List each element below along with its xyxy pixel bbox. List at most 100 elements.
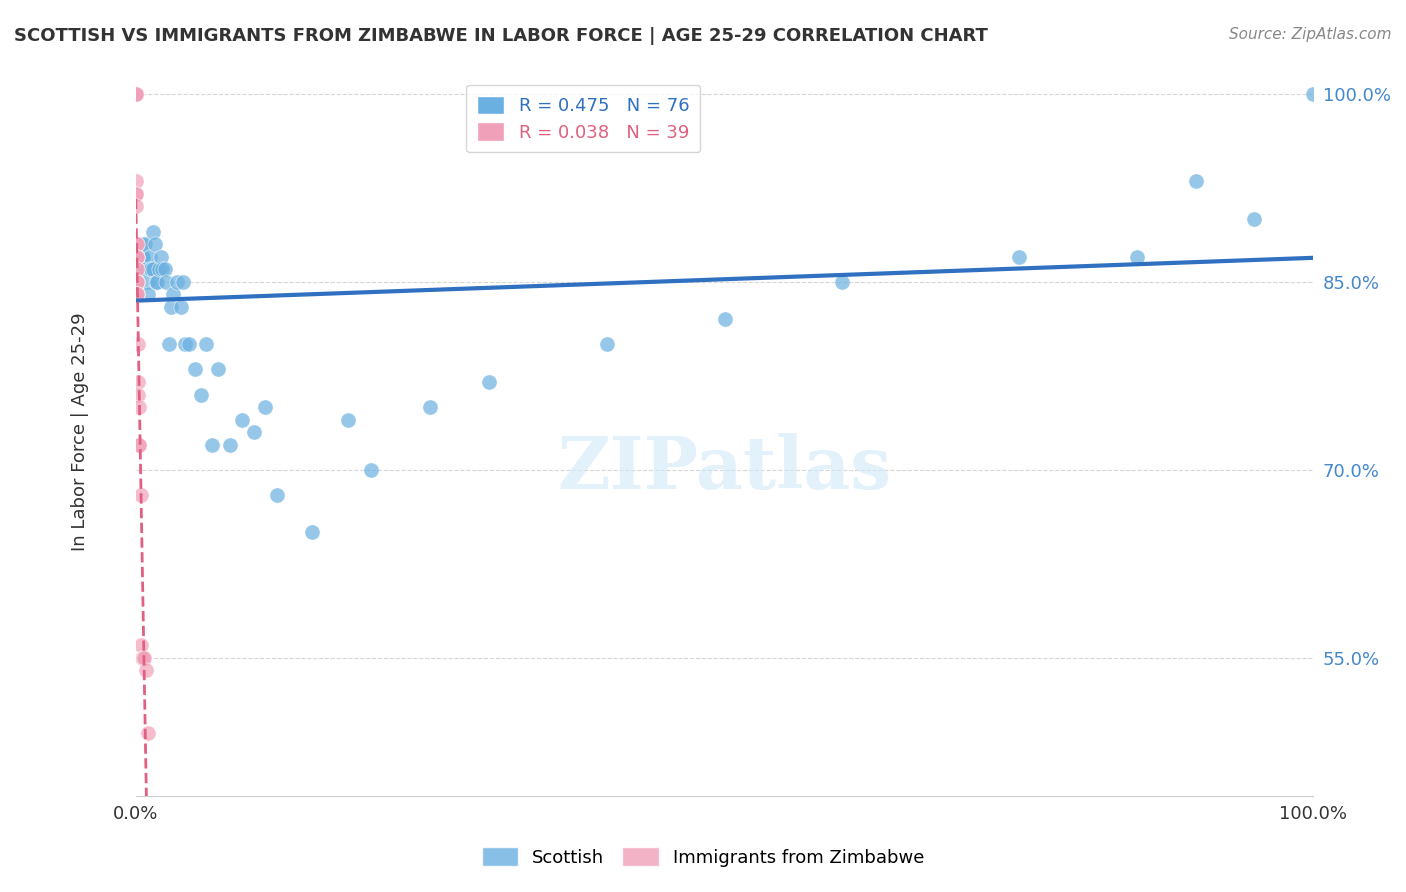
Point [125, 87, 148, 101]
Point [139, 262, 162, 277]
Point [207, 362, 229, 376]
Point [136, 275, 159, 289]
Point [1184, 174, 1206, 188]
Point [128, 250, 150, 264]
Point [266, 488, 288, 502]
Point [125, 275, 148, 289]
Point [125, 250, 148, 264]
Point [127, 387, 149, 401]
Point [136, 726, 159, 740]
Point [596, 337, 619, 351]
Point [134, 262, 156, 277]
Point [131, 250, 153, 264]
Point [136, 287, 159, 301]
Point [1243, 211, 1265, 226]
Point [127, 237, 149, 252]
Text: Source: ZipAtlas.com: Source: ZipAtlas.com [1229, 27, 1392, 42]
Point [139, 262, 162, 277]
Point [125, 275, 148, 289]
Point [127, 337, 149, 351]
Point [134, 237, 156, 252]
Point [128, 262, 150, 277]
Point [127, 262, 149, 277]
Point [201, 438, 224, 452]
Point [125, 87, 148, 101]
Point [131, 250, 153, 264]
Point [142, 225, 165, 239]
Point [132, 650, 155, 665]
Point [139, 250, 162, 264]
Point [125, 250, 148, 264]
Point [125, 250, 148, 264]
Point [195, 337, 218, 351]
Point [128, 438, 150, 452]
Text: ZIPatlas: ZIPatlas [557, 433, 891, 504]
Point [125, 262, 148, 277]
Point [1125, 250, 1147, 264]
Point [125, 237, 148, 252]
Point [125, 250, 148, 264]
Point [125, 174, 148, 188]
Point [231, 412, 253, 426]
Point [135, 664, 157, 678]
Point [157, 337, 180, 351]
Point [132, 650, 155, 665]
Point [131, 262, 153, 277]
Text: SCOTTISH VS IMMIGRANTS FROM ZIMBABWE IN LABOR FORCE | AGE 25-29 CORRELATION CHAR: SCOTTISH VS IMMIGRANTS FROM ZIMBABWE IN … [14, 27, 988, 45]
Point [125, 287, 148, 301]
Point [132, 250, 155, 264]
Point [125, 275, 148, 289]
Point [148, 262, 170, 277]
Point [301, 525, 323, 540]
Point [125, 186, 148, 201]
Point [125, 287, 148, 301]
Y-axis label: In Labor Force | Age 25-29: In Labor Force | Age 25-29 [72, 313, 89, 551]
Point [125, 237, 148, 252]
Point [125, 237, 148, 252]
Point [166, 275, 188, 289]
Point [219, 438, 242, 452]
Point [242, 425, 264, 439]
Point [125, 250, 148, 264]
Point [125, 287, 148, 301]
Point [129, 250, 152, 264]
Point [125, 250, 148, 264]
Point [129, 638, 152, 652]
Point [129, 488, 152, 502]
Point [478, 375, 501, 389]
Point [125, 287, 148, 301]
Point [169, 300, 191, 314]
Point [128, 400, 150, 414]
Point [172, 275, 194, 289]
Point [125, 237, 148, 252]
Point [125, 250, 148, 264]
Point [132, 262, 155, 277]
Point [831, 275, 853, 289]
Point [128, 250, 150, 264]
Legend: R = 0.475   N = 76, R = 0.038   N = 39: R = 0.475 N = 76, R = 0.038 N = 39 [467, 85, 700, 153]
Point [125, 87, 148, 101]
Point [125, 237, 148, 252]
Point [160, 300, 183, 314]
Point [125, 237, 148, 252]
Point [125, 237, 148, 252]
Point [174, 337, 197, 351]
Point [135, 262, 157, 277]
Point [150, 262, 173, 277]
Point [142, 262, 165, 277]
Point [155, 262, 177, 277]
Point [149, 250, 172, 264]
Point [125, 237, 148, 252]
Point [177, 337, 200, 351]
Point [127, 375, 149, 389]
Point [127, 250, 149, 264]
Point [125, 262, 148, 277]
Point [125, 237, 148, 252]
Point [127, 250, 149, 264]
Point [128, 237, 150, 252]
Point [336, 412, 359, 426]
Point [128, 438, 150, 452]
Point [155, 275, 177, 289]
Point [125, 87, 148, 101]
Point [125, 199, 148, 213]
